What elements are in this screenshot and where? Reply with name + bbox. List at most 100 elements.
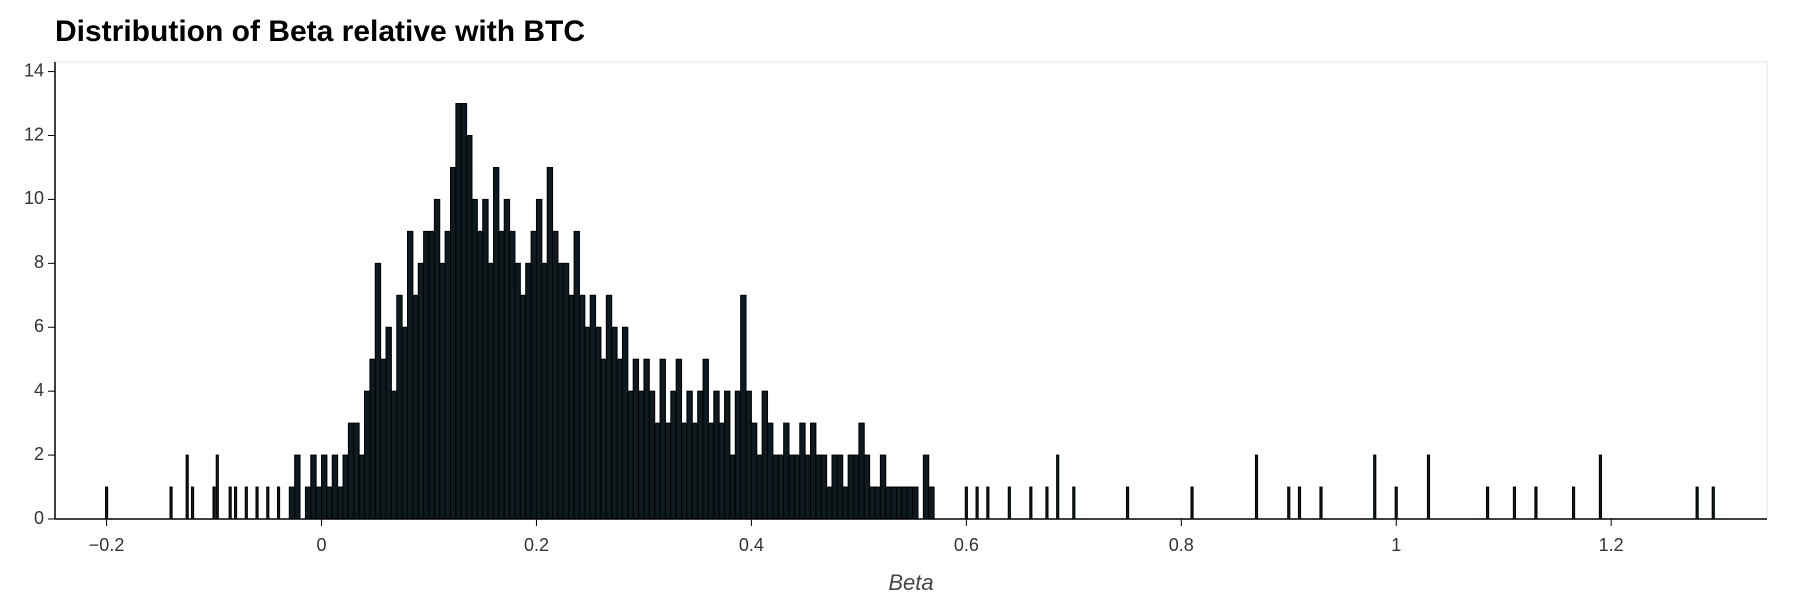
bar: [1056, 454, 1060, 520]
bar: [890, 486, 897, 520]
bar: [385, 326, 392, 520]
bar: [836, 454, 844, 520]
bar: [364, 390, 371, 520]
bar: [1029, 486, 1033, 520]
bar: [697, 390, 704, 520]
bar: [304, 486, 312, 520]
bar: [1254, 454, 1259, 520]
bar: [831, 454, 838, 520]
bar: [638, 390, 645, 520]
bar: [783, 422, 790, 520]
bar: [342, 454, 349, 520]
bar: [1007, 486, 1011, 520]
bar: [1598, 454, 1602, 520]
bar: [1125, 486, 1130, 520]
bar: [353, 422, 360, 520]
bar: [190, 486, 195, 520]
bar: [492, 166, 500, 520]
bar: [509, 230, 516, 520]
bar: [1534, 486, 1538, 520]
bar: [573, 230, 580, 520]
bar: [315, 486, 323, 520]
bar: [215, 454, 219, 520]
bar: [874, 486, 881, 520]
bar: [724, 390, 731, 520]
bar: [185, 454, 189, 520]
y-tick-label: 6: [34, 316, 44, 336]
bar: [691, 422, 699, 520]
bar: [750, 422, 758, 520]
x-tick-label: 1: [1391, 535, 1401, 555]
bar: [879, 454, 887, 520]
bar: [707, 422, 715, 520]
bar: [105, 486, 109, 520]
bar: [670, 390, 677, 520]
bar: [810, 422, 817, 520]
bar: [1190, 486, 1194, 520]
bar: [228, 486, 232, 520]
bar: [777, 454, 785, 520]
bar: [169, 486, 173, 520]
bar: [487, 262, 494, 520]
bar: [986, 486, 990, 520]
bar: [578, 294, 586, 520]
bar: [718, 422, 726, 520]
bar: [568, 294, 575, 520]
bar: [675, 358, 683, 520]
bar: [611, 326, 618, 520]
bar: [326, 486, 333, 520]
bar: [1319, 486, 1323, 520]
bar: [1426, 454, 1431, 520]
bar: [1711, 486, 1715, 520]
y-tick-label: 10: [24, 188, 44, 208]
bar: [1373, 454, 1377, 520]
x-tick-label: 0.2: [524, 535, 549, 555]
x-tick-label: 0: [317, 535, 327, 555]
bar: [244, 486, 248, 520]
bar: [740, 294, 747, 520]
bar: [745, 390, 752, 520]
bar: [858, 422, 865, 520]
bar: [552, 230, 559, 520]
bar: [321, 454, 328, 520]
bar: [901, 486, 908, 520]
bar: [975, 486, 979, 520]
bar: [390, 390, 398, 520]
bar: [912, 486, 919, 520]
bar: [928, 486, 935, 520]
bar: [767, 422, 774, 520]
x-tick-label: 0.4: [739, 535, 764, 555]
bar: [729, 454, 736, 520]
y-tick-label: 14: [24, 60, 44, 80]
bar: [1486, 486, 1490, 520]
bar: [347, 422, 355, 520]
bar: [906, 486, 914, 520]
bar: [869, 486, 876, 520]
bar: [1512, 486, 1517, 520]
bar: [761, 390, 769, 520]
bar: [885, 486, 892, 520]
bar: [310, 454, 317, 520]
bar: [276, 486, 281, 520]
bar: [417, 262, 425, 520]
bar: [1072, 486, 1076, 520]
bar: [756, 454, 763, 520]
bar: [627, 390, 634, 520]
bar: [815, 454, 822, 520]
y-tick-label: 4: [34, 380, 44, 400]
bar: [407, 230, 414, 520]
bar: [643, 358, 650, 520]
bar: [793, 454, 801, 520]
bar: [600, 358, 607, 520]
x-tick-label: 0.8: [1169, 535, 1194, 555]
y-tick-label: 0: [34, 508, 44, 528]
y-tick-label: 8: [34, 252, 44, 272]
bar: [530, 230, 537, 520]
bar: [412, 294, 419, 520]
bar: [433, 198, 441, 520]
bar: [686, 390, 693, 520]
x-axis-label: Beta: [888, 570, 933, 595]
x-tick-label: −0.2: [89, 535, 125, 555]
